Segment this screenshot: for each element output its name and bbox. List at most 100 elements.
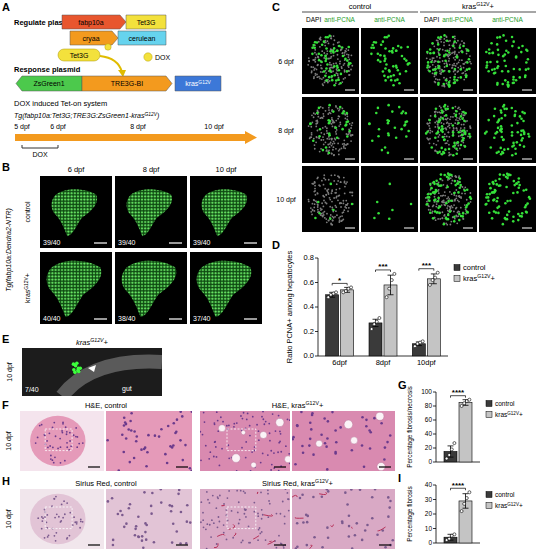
cell-dot [450,174,453,177]
cell-dot [448,58,450,60]
cell-dot [77,370,81,374]
cell-dot [320,60,323,63]
treatment-bar [58,145,59,148]
cell-dot [327,144,329,146]
cell-dot [312,209,314,211]
cell-dot [435,66,437,68]
cell-dot [454,122,456,124]
cell-dot [347,203,349,205]
cell-dot [52,459,54,461]
cell-dot [320,54,323,57]
cell-dot [453,194,455,196]
cell-dot [320,132,322,134]
cell-dot [460,207,462,209]
cell-dot [135,435,138,438]
cell-dot [322,83,324,85]
organ-label: gut [122,385,132,393]
cell-dot [454,53,456,55]
cell-dot [429,48,432,51]
cell-dot [459,76,462,79]
cell-dot [437,197,440,200]
cell-dot [333,122,335,124]
cell-dot [410,203,413,206]
cell-dot [495,152,498,155]
cell-dot [454,180,457,183]
cell-dot [351,124,353,126]
cell-dot [487,70,490,73]
cell-dot [338,115,340,117]
cell-dot [488,183,491,186]
cell-dot [340,123,342,125]
cell-dot [326,132,328,134]
cell-dot [344,206,346,208]
cell-dot [437,36,440,39]
cell-dot [330,183,333,186]
cell-dot [448,198,450,200]
cell-dot [500,109,503,112]
cell-dot [444,148,447,151]
cell-dot [440,38,442,40]
cell-dot [507,148,510,151]
cell-dot [326,130,328,132]
cell-dot [351,195,353,197]
cell-dot [447,172,449,174]
cell-dot [469,61,471,63]
cell-dot [458,135,460,137]
cell-dot [340,202,342,204]
cell-dot [340,220,342,222]
cell-dot [312,66,314,68]
cell-dot [123,417,126,420]
cell-dot [323,174,325,176]
cell-dot [310,136,312,138]
cell-dot [345,48,347,50]
cell-dot [317,57,319,59]
cell-dot [330,56,332,58]
fluorescence-image [40,176,112,248]
cell-dot [455,127,457,129]
cell-dot [451,52,453,54]
cell-dot [308,57,310,59]
cell-dot [491,217,494,220]
cell-dot [442,151,445,154]
cell-dot [525,204,528,207]
cell-dot [339,426,342,429]
cell-dot [445,218,448,221]
cell-dot [386,441,389,444]
cell-dot [249,435,251,437]
cell-dot [344,117,346,119]
cell-dot [434,196,436,198]
column-header: 10 dpf [216,165,238,174]
cell-dot [133,457,136,460]
cell-dot [345,200,347,202]
fluorescence-image [40,252,112,324]
cell-dot [496,131,499,134]
cell-dot [452,131,455,134]
inducer-label: DOX [155,54,171,61]
cell-dot [346,70,349,73]
genotype: Tg(fabp10a:Tet3G;TRE3G:ZsGreen1-krasG12V… [14,112,159,120]
cell-dot [458,213,461,216]
cell-dot [428,70,431,73]
cell-dot [327,113,329,115]
group-header: krasG12V+ [462,1,495,11]
cell-dot [326,149,328,151]
cell-dot [463,42,465,44]
cell-dot [447,83,450,86]
cell-dot [444,195,446,197]
cell-dot [502,152,505,155]
cell-dot [329,67,331,69]
row-label: 10 dpf [276,196,296,204]
cell-dot [462,186,464,188]
cell-dot [340,49,342,51]
cell-dot [440,129,443,132]
cell-dot [200,431,201,433]
cell-dot [330,174,332,176]
cell-dot [434,111,436,113]
cell-dot [329,80,331,82]
cell-dot [343,64,345,66]
cell-dot [327,40,329,42]
image-content [308,104,355,159]
cell-dot [344,182,346,184]
cell-dot [515,56,518,59]
cell-dot [437,200,440,203]
